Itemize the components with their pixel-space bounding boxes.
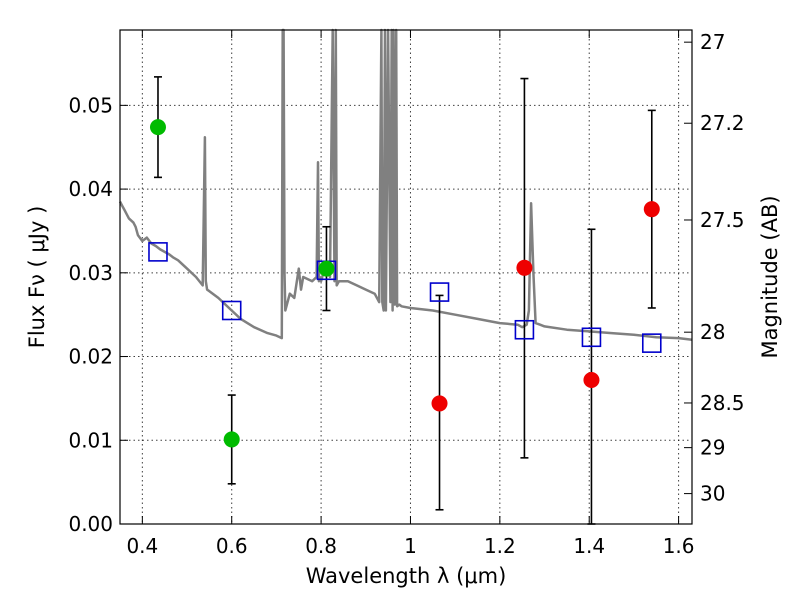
mag-tick-label: 27.5 [700, 208, 745, 232]
model-photometry-square [148, 242, 168, 262]
x-axis-title: Wavelength λ (μm) [306, 564, 507, 588]
x-tick-label: 0.4 [126, 534, 158, 558]
y-tick-label: 0.03 [68, 261, 113, 285]
y-tick-label: 0.00 [68, 512, 113, 536]
non-detection-point [516, 259, 533, 276]
detection-point [318, 260, 335, 277]
model-photometry-square [429, 282, 450, 302]
model-photometry-square [641, 333, 662, 353]
spectrum-line [118, 28, 693, 342]
x-tick-label: 1.2 [484, 534, 516, 558]
model-photometry-square [514, 319, 535, 340]
mag-tick-label: 28 [700, 320, 725, 344]
x-tick-label: 0.8 [305, 534, 337, 558]
error-bars [153, 76, 656, 525]
mag-tick-label: 30 [700, 482, 725, 506]
non-detection-point [643, 201, 660, 218]
y-axis-title: Flux Fν ( μJy ) [25, 206, 49, 349]
tick-labels: 0.4 0.6 0.8 1 1.2 1.4 1.6 0.00 0.01 0.02 0.03 0.04 0… [68, 30, 744, 558]
model-photometry-square [581, 327, 602, 348]
markers [148, 119, 662, 448]
mag-tick-label: 27 [700, 30, 725, 54]
y2-axis-title: Magnitude (AB) [758, 195, 782, 358]
mag-tick-label: 27.2 [700, 111, 745, 135]
x-tick-label: 1.6 [663, 534, 695, 558]
grid [120, 30, 692, 524]
ticks [120, 30, 692, 525]
model-photometry-square [221, 300, 242, 321]
detection-point [223, 431, 240, 448]
detection-point [149, 119, 166, 136]
y-tick-label: 0.05 [68, 93, 113, 117]
plot-frame [119, 29, 693, 525]
x-tick-label: 1 [404, 534, 417, 558]
mag-tick-label: 29 [700, 436, 725, 460]
y-tick-label: 0.04 [68, 177, 113, 201]
y-tick-label: 0.01 [68, 428, 113, 452]
x-tick-label: 0.6 [216, 534, 248, 558]
mag-tick-label: 28.5 [700, 391, 745, 415]
y-tick-label: 0.02 [68, 345, 113, 369]
spectrum-layer [118, 28, 693, 342]
non-detection-point [583, 371, 600, 388]
x-tick-label: 1.4 [573, 534, 605, 558]
non-detection-point [431, 395, 448, 412]
